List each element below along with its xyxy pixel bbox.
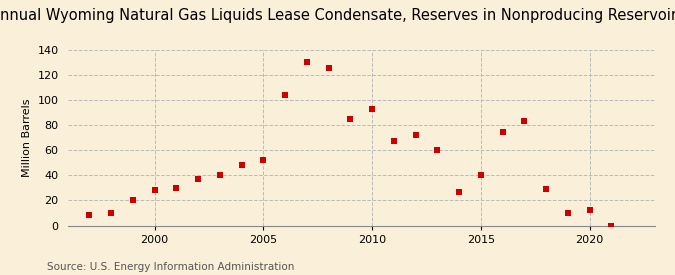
Point bbox=[497, 130, 508, 135]
Point bbox=[454, 189, 464, 194]
Point bbox=[171, 186, 182, 190]
Point bbox=[519, 119, 530, 123]
Point bbox=[584, 208, 595, 213]
Point bbox=[128, 198, 138, 203]
Point bbox=[367, 106, 377, 111]
Text: Source: U.S. Energy Information Administration: Source: U.S. Energy Information Administ… bbox=[47, 262, 294, 272]
Point bbox=[562, 211, 573, 215]
Point bbox=[279, 93, 290, 97]
Point bbox=[410, 133, 421, 137]
Point bbox=[149, 188, 160, 192]
Point bbox=[323, 66, 334, 71]
Text: Annual Wyoming Natural Gas Liquids Lease Condensate, Reserves in Nonproducing Re: Annual Wyoming Natural Gas Liquids Lease… bbox=[0, 8, 675, 23]
Point bbox=[606, 223, 617, 228]
Point bbox=[236, 163, 247, 167]
Point bbox=[192, 177, 203, 181]
Point bbox=[258, 158, 269, 162]
Point bbox=[215, 173, 225, 177]
Point bbox=[541, 187, 551, 191]
Y-axis label: Million Barrels: Million Barrels bbox=[22, 98, 32, 177]
Point bbox=[105, 211, 116, 215]
Point bbox=[475, 173, 486, 177]
Point bbox=[388, 139, 399, 144]
Point bbox=[345, 116, 356, 121]
Point bbox=[84, 213, 95, 218]
Point bbox=[301, 60, 312, 64]
Point bbox=[432, 148, 443, 152]
